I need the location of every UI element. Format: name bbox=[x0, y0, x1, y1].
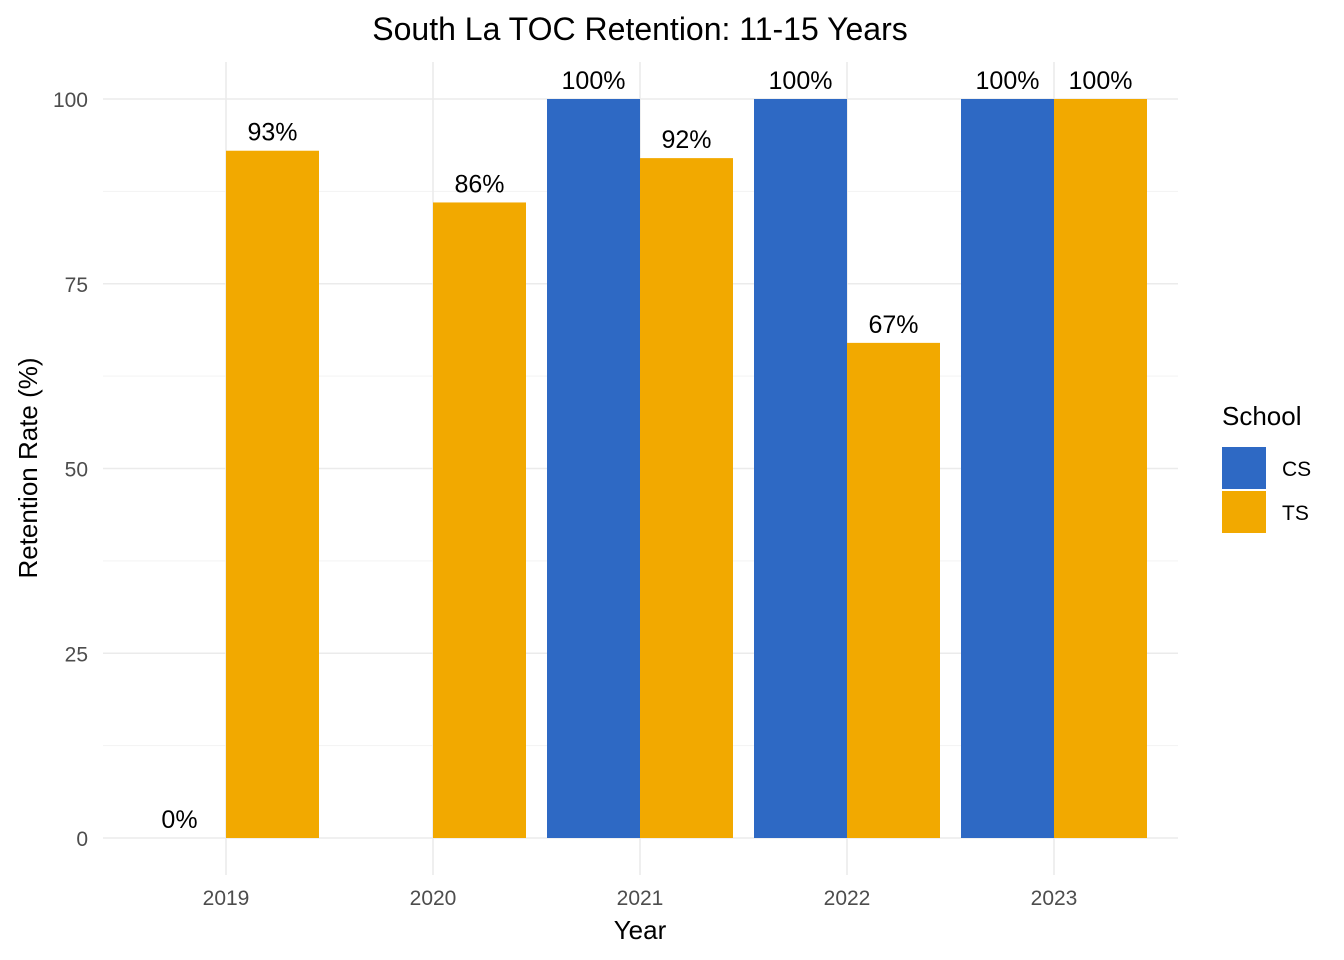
x-tick-label: 2022 bbox=[824, 887, 871, 910]
y-tick-label: 100 bbox=[53, 89, 88, 112]
bar-ts-2023 bbox=[1054, 99, 1147, 838]
bar-cs-2021 bbox=[547, 99, 640, 838]
data-label: 100% bbox=[1069, 67, 1133, 95]
legend-key-ts bbox=[1222, 491, 1266, 533]
x-tick-label: 2021 bbox=[617, 887, 664, 910]
legend-title: School bbox=[1222, 401, 1302, 431]
chart-title: South La TOC Retention: 11-15 Years bbox=[372, 11, 907, 47]
data-label: 67% bbox=[868, 311, 918, 339]
y-axis-title: Retention Rate (%) bbox=[13, 357, 43, 578]
bar-ts-2019 bbox=[226, 150, 319, 839]
data-label: 100% bbox=[976, 67, 1040, 95]
bars bbox=[226, 99, 1147, 839]
data-label: 92% bbox=[661, 126, 711, 154]
bar-ts-2020 bbox=[433, 202, 526, 838]
x-axis-title: Year bbox=[614, 915, 667, 945]
y-tick-label: 50 bbox=[65, 459, 88, 482]
data-label: 100% bbox=[769, 67, 833, 95]
bar-cs-2023 bbox=[961, 99, 1054, 838]
data-label: 93% bbox=[247, 119, 297, 147]
y-tick-label: 25 bbox=[65, 643, 88, 666]
x-tick-label: 2020 bbox=[410, 887, 457, 910]
bar-cs-2022 bbox=[754, 99, 847, 838]
x-axis-ticks: 2019 2020 2021 2022 2023 bbox=[203, 887, 1078, 910]
x-tick-label: 2023 bbox=[1031, 887, 1078, 910]
legend: School CS TS bbox=[1222, 401, 1311, 533]
y-axis-ticks: 0 25 50 75 100 bbox=[53, 89, 88, 851]
x-tick-label: 2019 bbox=[203, 887, 250, 910]
legend-label-ts: TS bbox=[1282, 502, 1309, 525]
bar-ts-2022 bbox=[847, 342, 940, 838]
data-label: 100% bbox=[562, 67, 626, 95]
data-label: 0% bbox=[161, 806, 197, 834]
data-label: 86% bbox=[454, 170, 504, 198]
data-labels: 0% 100% 100% 100% 93% 86% 92% 67% 100% bbox=[161, 67, 1132, 834]
legend-label-cs: CS bbox=[1282, 458, 1311, 481]
y-tick-label: 75 bbox=[65, 274, 88, 297]
legend-key-cs bbox=[1222, 447, 1266, 489]
bar-ts-2021 bbox=[640, 158, 733, 838]
y-tick-label: 0 bbox=[76, 828, 88, 851]
